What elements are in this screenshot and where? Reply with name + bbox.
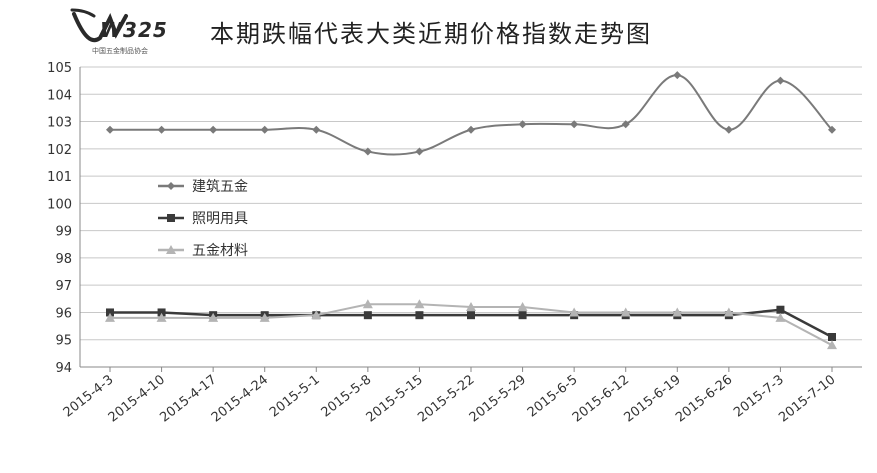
x-tick-label: 2015-4-17 bbox=[157, 372, 219, 425]
y-tick-label: 94 bbox=[55, 361, 72, 376]
y-tick-label: 105 bbox=[47, 61, 72, 76]
data-point bbox=[156, 312, 167, 322]
data-point bbox=[776, 76, 785, 85]
chart-title: 本期跌幅代表大类近期价格指数走势图 bbox=[210, 20, 652, 48]
series bbox=[105, 71, 837, 350]
x-tick-label: 2015-6-12 bbox=[570, 372, 632, 425]
data-point bbox=[415, 147, 424, 156]
x-tick-label: 2015-5-29 bbox=[467, 372, 529, 425]
logo-swoosh-icon bbox=[70, 8, 128, 43]
x-tick-label: 2015-5-1 bbox=[267, 372, 323, 420]
data-point bbox=[363, 311, 372, 320]
data-point bbox=[828, 333, 836, 341]
data-point bbox=[621, 120, 630, 129]
data-point bbox=[569, 307, 580, 317]
x-tick-label: 2015-6-19 bbox=[621, 372, 683, 425]
data-point bbox=[466, 302, 476, 311]
y-tick-label: 99 bbox=[55, 225, 72, 240]
y-tick-label: 96 bbox=[55, 306, 72, 321]
data-point bbox=[157, 125, 166, 134]
data-point bbox=[157, 308, 166, 317]
logo-text: W325 bbox=[100, 18, 168, 42]
x-tick-label: 2015-4-10 bbox=[106, 372, 168, 425]
data-point bbox=[570, 120, 579, 129]
data-point bbox=[106, 125, 114, 134]
x-tick-label: 2015-5-15 bbox=[364, 372, 426, 425]
data-point bbox=[106, 308, 114, 317]
legend-marker bbox=[167, 214, 175, 222]
series-line-1 bbox=[110, 74, 833, 156]
data-point bbox=[672, 307, 683, 317]
data-point bbox=[312, 125, 321, 134]
data-point bbox=[363, 147, 372, 156]
data-point bbox=[467, 311, 475, 320]
y-tick-label: 97 bbox=[55, 279, 72, 294]
data-point bbox=[260, 125, 269, 134]
legend-marker bbox=[166, 245, 176, 254]
data-point bbox=[776, 305, 785, 314]
data-point bbox=[828, 125, 836, 134]
logo-subtitle: 中国五金制品协会 bbox=[92, 47, 148, 55]
axes: 9495969798991001011021031041052015-4-320… bbox=[47, 61, 862, 426]
data-point bbox=[467, 125, 475, 134]
y-tick-label: 101 bbox=[47, 170, 72, 185]
x-tick-label: 2015-5-22 bbox=[415, 372, 477, 425]
y-tick-label: 98 bbox=[55, 252, 72, 267]
data-point bbox=[723, 307, 734, 317]
x-tick-label: 2015-6-26 bbox=[673, 372, 735, 425]
x-tick-label: 2015-4-24 bbox=[209, 372, 271, 425]
data-point bbox=[517, 302, 528, 311]
legend-label: 照明用具 bbox=[192, 211, 248, 227]
legend-label: 五金材料 bbox=[192, 243, 248, 259]
y-tick-label: 102 bbox=[47, 143, 72, 158]
data-point bbox=[362, 299, 373, 309]
legend-label: 建筑五金 bbox=[192, 179, 248, 195]
data-point bbox=[775, 312, 786, 322]
data-point bbox=[673, 71, 682, 80]
data-point bbox=[415, 311, 424, 320]
data-point bbox=[259, 312, 270, 322]
data-point bbox=[518, 311, 527, 320]
y-tick-label: 95 bbox=[55, 334, 72, 349]
y-tick-label: 100 bbox=[47, 197, 72, 212]
data-point bbox=[518, 120, 527, 129]
y-tick-label: 104 bbox=[47, 88, 72, 103]
data-point bbox=[414, 299, 425, 309]
y-tick-label: 103 bbox=[47, 116, 72, 131]
data-point bbox=[620, 307, 631, 317]
logo: W325 中国五金制品协会 bbox=[70, 8, 170, 63]
x-tick-label: 2015-7-10 bbox=[776, 372, 838, 425]
data-point bbox=[724, 125, 733, 134]
data-point bbox=[311, 310, 322, 320]
legend-marker bbox=[167, 182, 175, 190]
data-point bbox=[105, 312, 115, 322]
data-point bbox=[827, 340, 837, 350]
data-point bbox=[208, 312, 219, 322]
data-point bbox=[209, 125, 218, 134]
